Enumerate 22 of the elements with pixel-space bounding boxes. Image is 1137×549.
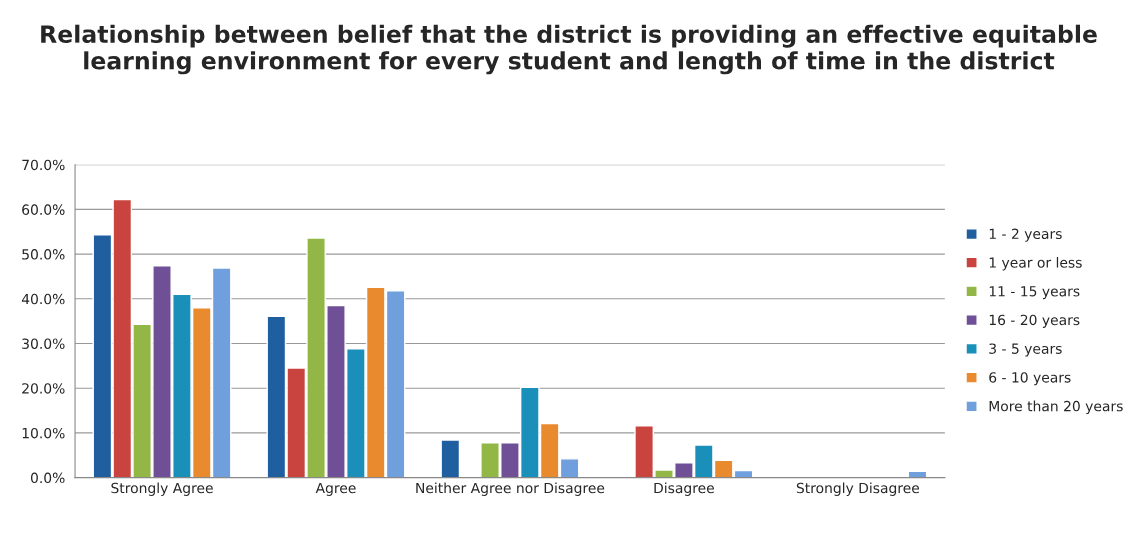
legend-label: 6 - 10 years	[989, 372, 1071, 386]
bar	[440, 439, 461, 478]
y-tick-label: 50.0%	[22, 249, 65, 260]
x-tick-label: Disagree	[654, 482, 714, 496]
legend-label: 16 - 20 years	[989, 314, 1080, 328]
y-tick-label: 30.0%	[22, 338, 65, 349]
y-tick-label: 70.0%	[22, 159, 65, 171]
legend-label: 11 - 15 years	[989, 286, 1080, 300]
y-tick-label: 0.0%	[30, 472, 65, 484]
legend-label: More than 20 years	[989, 400, 1123, 415]
chart-title: Relationship between belief that the district is providing an effective equitable learning environment for every student and length of time in the district	[41, 24, 1097, 75]
x-tick-label: Strongly Agree	[111, 482, 213, 496]
legend-label: 1 - 2 years	[989, 228, 1062, 242]
y-tick-label: 10.0%	[22, 427, 65, 439]
legend-label: 3 - 5 years	[989, 343, 1062, 357]
x-tick-label: Strongly Disagree	[796, 482, 920, 496]
x-tick-label: Agree	[315, 482, 356, 496]
y-tick-label: 60.0%	[22, 204, 65, 215]
y-tick-label: 40.0%	[21, 293, 65, 305]
y-tick-label: 20.0%	[22, 383, 65, 394]
legend-label: 1 year or less	[989, 257, 1082, 271]
x-tick-label: Neither Agree nor Disagree	[416, 482, 605, 496]
